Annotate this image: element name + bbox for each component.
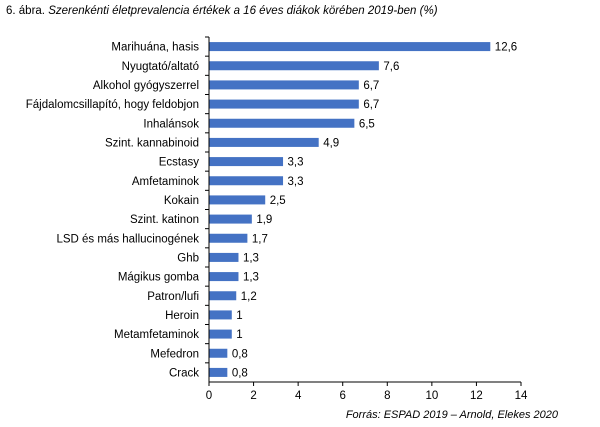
- value-label: 3,3: [288, 176, 304, 188]
- bar: [209, 310, 232, 320]
- x-tick-label: 8: [384, 390, 390, 402]
- category-label: Mágikus gomba: [118, 272, 200, 284]
- x-tick-label: 6: [340, 390, 346, 402]
- x-tick-label: 14: [515, 390, 528, 402]
- value-label: 6,7: [363, 99, 379, 111]
- bar: [209, 176, 284, 186]
- bar: [209, 272, 239, 282]
- bar: [209, 291, 237, 301]
- bar: [209, 137, 319, 147]
- value-label: 0,8: [232, 367, 248, 379]
- bar: [209, 61, 379, 71]
- value-label: 0,8: [232, 348, 248, 360]
- category-label: Szint. katinon: [130, 214, 199, 226]
- bar: [209, 233, 248, 243]
- value-label: 1,9: [256, 214, 272, 226]
- category-label: Ghb: [177, 252, 199, 264]
- bar: [209, 348, 228, 358]
- value-label: 3,3: [288, 157, 304, 169]
- category-label: Crack: [169, 367, 199, 379]
- bar: [209, 80, 359, 90]
- category-label: Alkohol gyógyszerrel: [93, 80, 199, 92]
- category-label: Inhalánsok: [143, 118, 199, 130]
- value-label: 4,9: [323, 137, 339, 149]
- source-note: Forrás: ESPAD 2019 – Arnold, Elekes 2020: [345, 409, 558, 421]
- value-label: 6,5: [359, 118, 375, 130]
- bar: [209, 252, 239, 262]
- x-tick-label: 10: [425, 390, 438, 402]
- category-label: LSD és más hallucinogének: [56, 233, 199, 245]
- category-label: Patron/lufi: [147, 291, 199, 303]
- bar: [209, 329, 232, 339]
- bar: [209, 195, 266, 205]
- x-tick-label: 0: [206, 390, 212, 402]
- value-label: 1,2: [241, 291, 257, 303]
- category-label: Amfetaminok: [132, 176, 199, 188]
- value-label: 12,6: [495, 42, 517, 54]
- x-tick-label: 2: [250, 390, 256, 402]
- category-label: Heroin: [165, 310, 199, 322]
- bar: [209, 118, 355, 128]
- category-label: Marihuána, hasis: [111, 42, 199, 54]
- figure-title: Szerenkénti életprevalencia értékek a 16…: [48, 5, 438, 17]
- value-label: 6,7: [363, 80, 379, 92]
- bar: [209, 367, 228, 377]
- bar: [209, 157, 284, 167]
- category-label: Metamfetaminok: [114, 329, 199, 341]
- category-label: Mefedron: [150, 348, 199, 360]
- chart-title: 6. ábra. Szerenkénti életprevalencia ért…: [6, 5, 438, 17]
- value-label: 1,3: [243, 252, 259, 264]
- bar: [209, 214, 252, 224]
- value-label: 1,7: [252, 233, 268, 245]
- category-label: Fájdalomcsillapító, hogy feldobjon: [26, 99, 199, 111]
- figure-label: 6. ábra.: [6, 5, 45, 17]
- value-label: 1: [236, 329, 242, 341]
- x-tick-label: 4: [295, 390, 302, 402]
- bar: [209, 99, 359, 109]
- category-label: Szint. kannabinoid: [105, 137, 199, 149]
- category-label: Kokain: [164, 195, 199, 207]
- value-label: 2,5: [270, 195, 286, 207]
- x-tick-label: 12: [470, 390, 483, 402]
- bar: [209, 42, 491, 52]
- value-label: 1,3: [243, 272, 259, 284]
- value-label: 1: [236, 310, 242, 322]
- category-label: Nyugtató/altató: [122, 61, 199, 73]
- value-label: 7,6: [383, 61, 399, 73]
- category-label: Ecstasy: [159, 157, 200, 169]
